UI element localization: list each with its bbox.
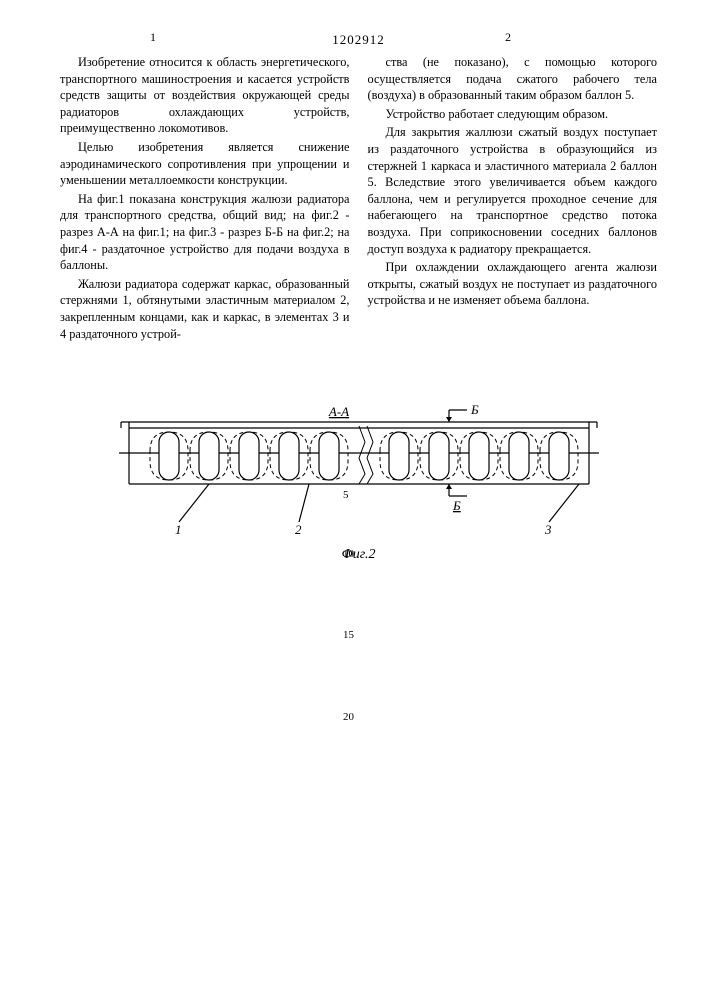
left-column: Изобретение относится к область энергети… [60, 54, 350, 344]
line-number: 15 [343, 629, 354, 641]
svg-text:Б: Б [470, 404, 479, 417]
figure-caption: Фиг.2 [60, 547, 657, 563]
svg-text:2: 2 [295, 522, 302, 534]
column-number-right: 2 [505, 30, 511, 45]
paragraph: На фиг.1 показана конструкция жалюзи рад… [60, 191, 350, 274]
figure-svg-holder: А-А Б Б 1 2 3 [60, 404, 657, 539]
paragraph: При охлаждении охлаждающего агента жалюз… [368, 259, 658, 309]
figure-svg: А-А Б Б 1 2 3 [119, 404, 599, 534]
paragraph: Целью изобретения является сни­жение аэр… [60, 139, 350, 189]
svg-text:3: 3 [544, 522, 552, 534]
patent-page: 1 2 1202912 Изобретение относится к обла… [0, 0, 707, 1000]
svg-text:Б: Б [452, 498, 461, 513]
header-row: 1 2 [60, 30, 657, 50]
svg-text:А-А: А-А [327, 404, 348, 419]
paragraph: ства (не показано), с помощью кото­рого … [368, 54, 658, 104]
paragraph: Устройство работает следующим об­разом. [368, 106, 658, 123]
column-number-left: 1 [150, 30, 156, 45]
figure-area: А-А Б Б 1 2 3 Фиг.2 [60, 404, 657, 563]
line-number: 20 [343, 711, 354, 723]
paragraph: Жалюзи радиатора содержат каркас, образо… [60, 276, 350, 342]
paragraph: Изобретение относится к область энергети… [60, 54, 350, 137]
paragraph: Для закрытия жаллюзи сжатый воз­дух пост… [368, 124, 658, 257]
text-columns: Изобретение относится к область энергети… [60, 54, 657, 344]
svg-text:1: 1 [175, 522, 182, 534]
right-column: ства (не показано), с помощью кото­рого … [368, 54, 658, 344]
line-number: 5 [343, 489, 349, 501]
line-number: 10 [343, 548, 354, 560]
